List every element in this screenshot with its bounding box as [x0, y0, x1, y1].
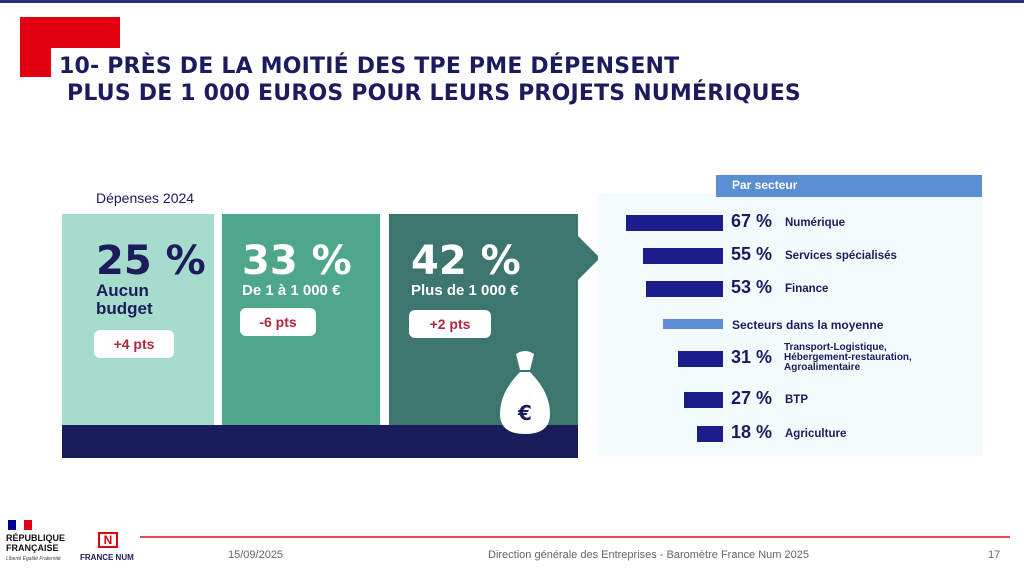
- card-no-budget: 25 % Aucun budget +4 pts: [62, 214, 214, 425]
- sector-bar: [643, 248, 723, 264]
- republique-francaise-logo: RÉPUBLIQUE FRANÇAISE: [6, 533, 66, 553]
- footer-date: 15/09/2025: [228, 549, 284, 561]
- card-value: 42 %: [411, 238, 521, 284]
- card-change-badge: +2 pts: [409, 310, 491, 338]
- page-title: 10- PRÈS DE LA MOITIÉ DES TPE PME DÉPENS…: [51, 48, 851, 112]
- french-flag-icon: [8, 520, 32, 530]
- pointer-arrow-icon: [578, 236, 600, 280]
- depenses-label: Dépenses 2024: [96, 190, 195, 206]
- sector-category-label: Numérique: [785, 217, 846, 229]
- footer-divider: [140, 536, 1010, 538]
- average-reference-label: Secteurs dans la moyenne: [732, 318, 884, 332]
- sector-header: Par secteur: [716, 175, 982, 197]
- sector-value-label: 67 %: [731, 211, 773, 231]
- republic-motto: Liberté Égalité Fraternité: [6, 556, 61, 562]
- money-bag-icon: €: [500, 351, 550, 434]
- sector-value-label: 31 %: [731, 347, 773, 367]
- card-change-badge: +4 pts: [94, 330, 174, 358]
- sector-category-label: Finance: [785, 283, 829, 295]
- page-number: 17: [988, 549, 1001, 561]
- top-border: [0, 0, 1024, 3]
- card-change-badge: -6 pts: [240, 308, 316, 336]
- sector-value-label: 27 %: [731, 388, 773, 408]
- sector-category-label: Transport-Logistique, Hébergement-restaur…: [784, 342, 912, 373]
- card-value: 25 %: [96, 238, 206, 284]
- sector-value-label: 53 %: [731, 277, 773, 297]
- svg-text:€: €: [517, 401, 532, 425]
- footer-source: Direction générale des Entreprises - Bar…: [488, 549, 809, 561]
- card-up-to-1000: 33 % De 1 à 1 000 € -6 pts: [222, 214, 380, 425]
- cards-base-bar: [62, 425, 578, 458]
- title-line-2: PLUS DE 1 000 EUROS POUR LEURS PROJETS N…: [67, 81, 801, 106]
- card-over-1000: 42 % Plus de 1 000 € +2 pts: [389, 214, 578, 425]
- sector-bar: [626, 215, 723, 231]
- sector-panel: [598, 194, 982, 456]
- sector-value-label: 18 %: [731, 422, 773, 442]
- title-line-1: 10- PRÈS DE LA MOITIÉ DES TPE PME DÉPENS…: [59, 54, 680, 79]
- card-value: 33 %: [242, 238, 352, 284]
- sector-category-label: Services spécialisés: [785, 250, 897, 262]
- card-label: Aucun budget: [96, 281, 153, 318]
- sector-category-label: BTP: [785, 394, 808, 406]
- france-num-label: FRANCE NUM: [80, 553, 134, 562]
- sector-bar: [697, 426, 723, 442]
- card-label: De 1 à 1 000 €: [242, 282, 341, 299]
- sector-bar: [678, 351, 723, 367]
- sector-bar: [646, 281, 723, 297]
- sector-bar: [684, 392, 723, 408]
- card-label: Plus de 1 000 €: [411, 282, 519, 299]
- sector-value-label: 55 %: [731, 244, 773, 264]
- average-reference-bar: [663, 319, 723, 329]
- sector-category-label: Agriculture: [785, 428, 847, 440]
- france-num-logo-icon: N: [98, 532, 118, 548]
